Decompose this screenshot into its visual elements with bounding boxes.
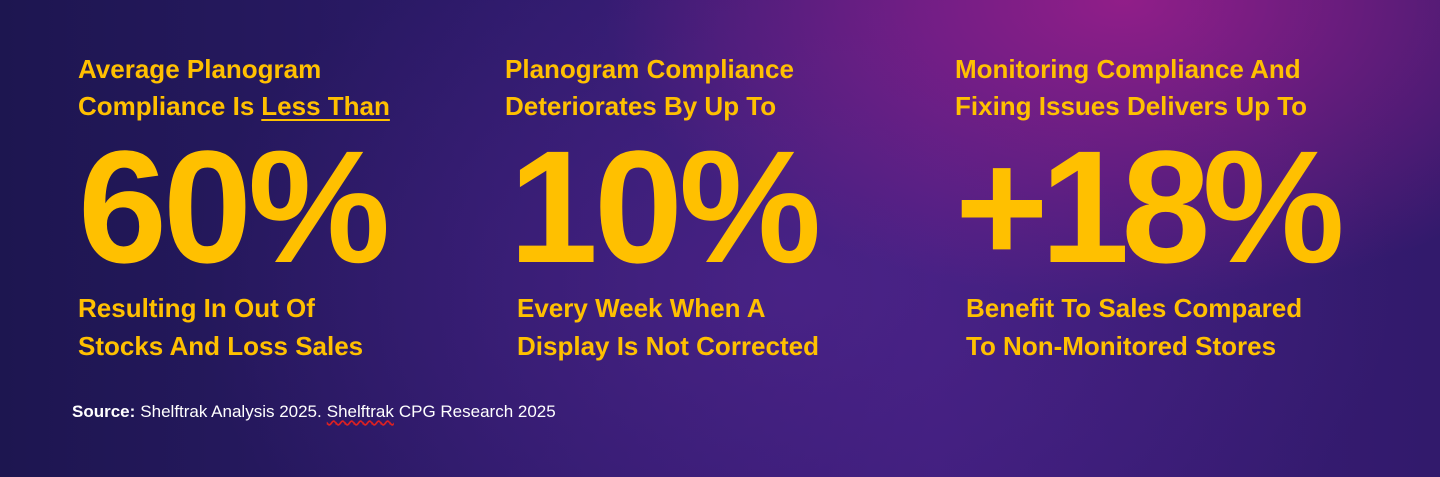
heading-line: Monitoring Compliance And xyxy=(955,54,1301,84)
stat-figure: 10% xyxy=(509,117,821,296)
caption-line: Benefit To Sales Compared xyxy=(966,293,1303,323)
heading-line: Planogram Compliance xyxy=(505,54,794,84)
caption-line: Stocks And Loss Sales xyxy=(78,331,364,361)
stat-caption: Resulting In Out Of Stocks And Loss Sale… xyxy=(78,289,363,365)
source-flagged-word: Shelftrak xyxy=(326,402,394,421)
source-text: Shelftrak Analysis 2025. xyxy=(140,402,322,421)
stat-heading: Average Planogram Compliance Is Less Than xyxy=(78,51,390,125)
stat-caption: Benefit To Sales Compared To Non-Monitor… xyxy=(966,289,1302,365)
caption-line: Every Week When A xyxy=(517,293,766,323)
stat-figure: +18% xyxy=(955,117,1345,296)
heading-line: Compliance Is Less Than xyxy=(78,88,390,125)
stat-heading: Planogram Compliance Deteriorates By Up … xyxy=(505,51,794,125)
heading-line: Deteriorates By Up To xyxy=(505,91,777,121)
heading-text: Compliance Is xyxy=(78,91,255,121)
source-label: Source: xyxy=(72,402,136,421)
heading-line: Average Planogram xyxy=(78,54,322,84)
stat-figure: 60% xyxy=(78,117,390,296)
caption-line: Resulting In Out Of xyxy=(78,293,315,323)
heading-emphasis: Less Than xyxy=(261,91,390,121)
source-text: CPG Research 2025 xyxy=(398,402,556,421)
stat-caption: Every Week When A Display Is Not Correct… xyxy=(517,289,819,365)
caption-line: To Non-Monitored Stores xyxy=(966,331,1277,361)
caption-line: Display Is Not Corrected xyxy=(517,331,819,361)
stat-heading: Monitoring Compliance And Fixing Issues … xyxy=(955,51,1307,125)
source-note: Source: Shelftrak Analysis 2025. Shelftrak… xyxy=(72,402,561,422)
heading-line: Fixing Issues Delivers Up To xyxy=(955,91,1308,121)
